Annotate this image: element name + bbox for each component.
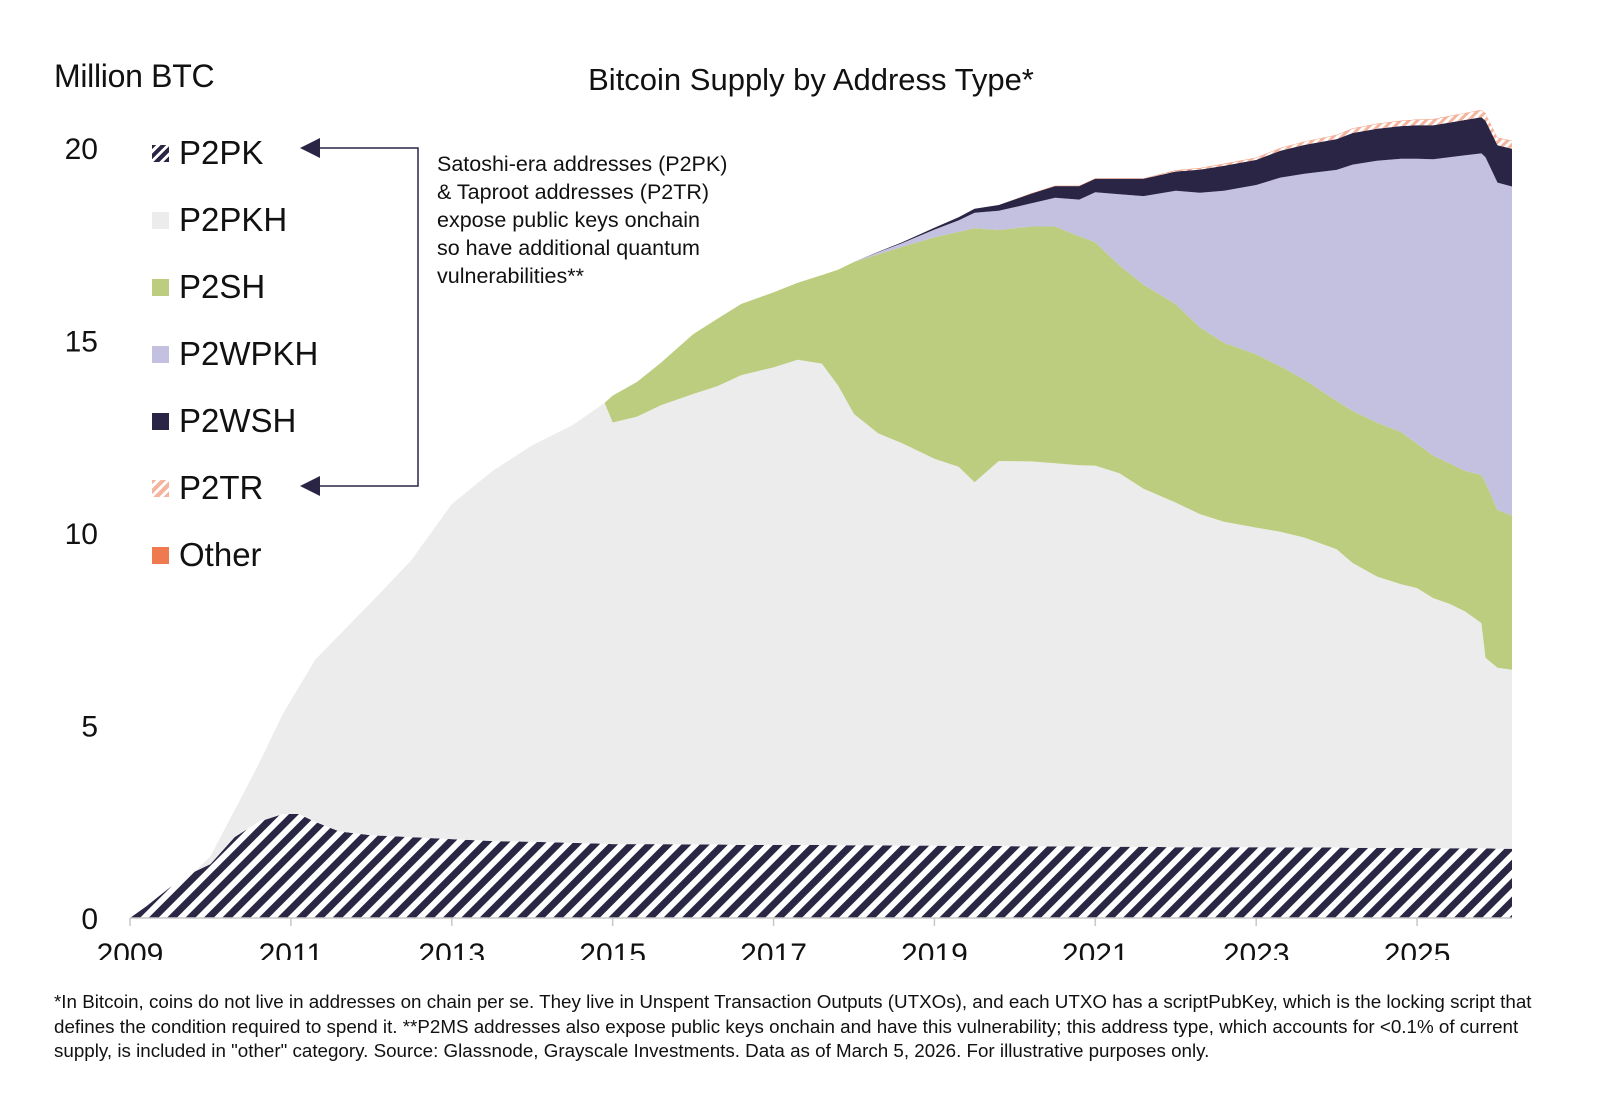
legend-swatch [152,480,169,497]
legend-label: P2PKH [179,201,288,238]
arrow-head [300,138,320,158]
series-area-p2pkh [130,359,1512,918]
series-areas [130,109,1512,919]
y-tick-label: 15 [65,326,98,359]
footnote: *In Bitcoin, coins do not live in addres… [54,991,1532,1061]
legend-swatch [152,346,169,363]
y-axis-unit-label: Million BTC [54,58,215,94]
series-area-p2sh [130,226,1512,918]
y-tick-label: 0 [81,903,98,936]
legend-label: P2WSH [179,402,297,439]
series-area-p2pk [130,814,1512,918]
annotation-text: Satoshi-era addresses (P2PK) & Taproot a… [437,150,817,290]
x-tick-label: 2015 [579,938,646,960]
area-chart: 2009 2011 2013 2015 2017 2019 2021 2023 20250510… [65,109,1512,960]
annotation-line: so have additional quantum [437,236,700,260]
legend-swatch [152,212,169,229]
annotation-line: & Taproot addresses (P2TR) [437,180,710,204]
legend-label: P2PK [179,134,264,171]
legend-swatch [152,547,169,564]
annotation-bracket [300,138,419,496]
y-tick-label: 10 [65,518,98,551]
bracket-line [318,147,419,487]
x-tick-label: 2011 [259,938,324,960]
annotation-line: vulnerabilities** [437,264,584,288]
axes: 2009 2011 2013 2015 2017 2019 2021 2023 20250510… [65,133,1512,960]
series-area-p2wpkh [130,153,1512,918]
legend-label: P2WPKH [179,335,319,372]
legend-swatch [152,279,169,296]
legend-label: P2TR [179,469,264,506]
x-tick-label: 2021 [1062,938,1129,960]
x-tick-label: 2013 [418,938,485,960]
x-tick-label: 2019 [901,938,968,960]
legend-label: Other [179,536,262,573]
legend-label: P2SH [179,268,266,305]
x-tick-label: 2025 [1384,938,1451,960]
x-tick-label: 2023 [1223,938,1290,960]
annotation-line: Satoshi-era addresses (P2PK) [437,152,728,176]
arrow-head [300,476,320,496]
y-tick-label: 5 [81,711,98,744]
chart-title: Bitcoin Supply by Address Type* [588,62,1034,97]
y-tick-label: 20 [65,133,98,166]
annotation-line: expose public keys onchain [437,208,700,232]
legend-swatch [152,145,169,162]
legend-swatch [152,413,169,430]
x-tick-label: 2009 [97,938,164,960]
x-tick-label: 2017 [740,938,807,960]
